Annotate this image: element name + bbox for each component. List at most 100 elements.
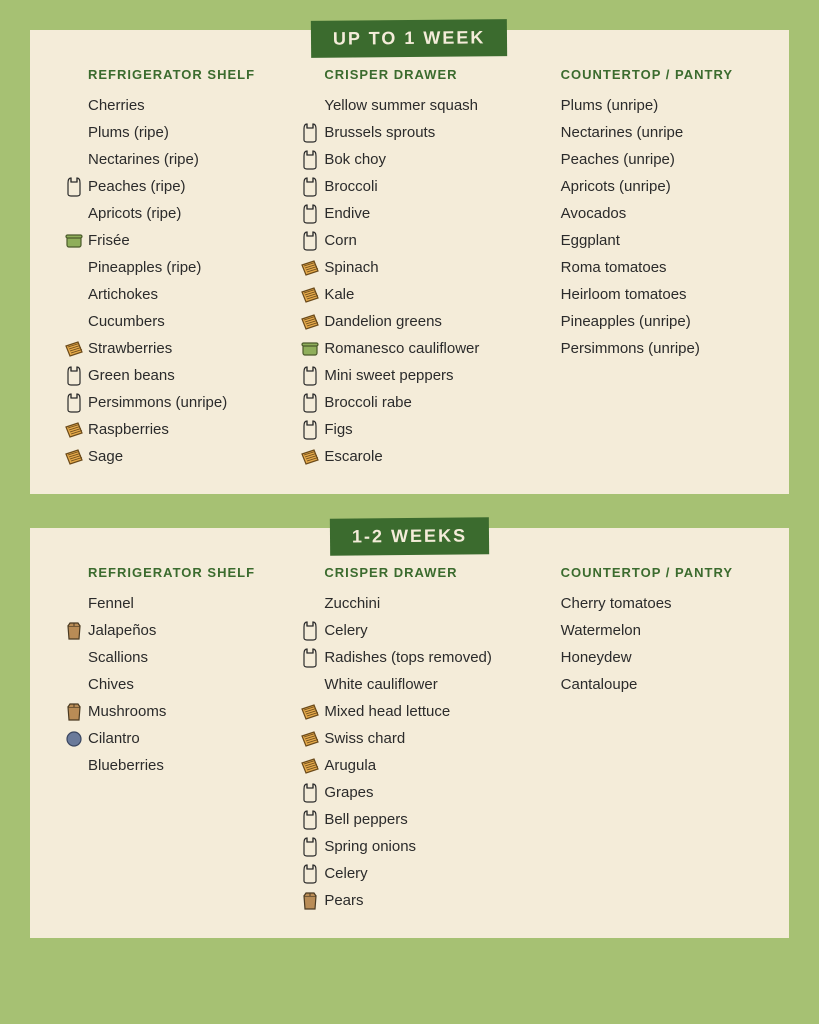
- icon-slot: [60, 177, 88, 197]
- item-label: Figs: [324, 421, 352, 438]
- item-label: Green beans: [88, 367, 175, 384]
- list-item: Strawberries: [60, 335, 286, 362]
- column: COUNTERTOP / PANTRYCherry tomatoesWaterm…: [533, 565, 759, 914]
- paper-bag-icon: [301, 891, 319, 911]
- icon-slot: [60, 702, 88, 722]
- icon-slot: [60, 393, 88, 413]
- list-item: Grapes: [296, 779, 522, 806]
- section-card: UP TO 1 WEEK REFRIGERATOR SHELFCherriesP…: [30, 30, 789, 494]
- icon-slot: [60, 421, 88, 439]
- column: REFRIGERATOR SHELFFennel JalapeñosScalli…: [60, 565, 286, 914]
- icon-slot: [60, 621, 88, 641]
- item-label: Broccoli rabe: [324, 394, 412, 411]
- list-item: Peaches (unripe): [533, 146, 759, 173]
- item-label: Corn: [324, 232, 357, 249]
- list-item: Frisée: [60, 227, 286, 254]
- item-label: Radishes (tops removed): [324, 649, 492, 666]
- item-label: Blueberries: [88, 757, 164, 774]
- list-item: Watermelon: [533, 617, 759, 644]
- list-item: Celery: [296, 860, 522, 887]
- item-label: Pineapples (ripe): [88, 259, 201, 276]
- section-title: 1-2 WEEKS: [330, 517, 489, 555]
- item-label: Artichokes: [88, 286, 158, 303]
- item-label: Pineapples (unripe): [561, 313, 691, 330]
- item-label: Plums (unripe): [561, 97, 659, 114]
- icon-slot: [296, 757, 324, 775]
- section-title: UP TO 1 WEEK: [311, 19, 508, 58]
- item-label: Spring onions: [324, 838, 416, 855]
- item-label: Fennel: [88, 595, 134, 612]
- list-item: Bell peppers: [296, 806, 522, 833]
- list-item: Bok choy: [296, 146, 522, 173]
- plastic-bag-icon: [301, 864, 319, 884]
- icon-slot: [296, 177, 324, 197]
- section-card: 1-2 WEEKS REFRIGERATOR SHELFFennel Jalap…: [30, 528, 789, 938]
- plastic-bag-icon: [65, 177, 83, 197]
- plastic-bag-icon: [65, 366, 83, 386]
- list-item: Raspberries: [60, 416, 286, 443]
- towel-wrap-icon: [300, 757, 320, 775]
- towel-wrap-icon: [64, 448, 84, 466]
- item-label: Scallions: [88, 649, 148, 666]
- item-label: Cantaloupe: [561, 676, 638, 693]
- towel-wrap-icon: [64, 421, 84, 439]
- list-item: Yellow summer squash: [296, 92, 522, 119]
- item-label: Cilantro: [88, 730, 140, 747]
- towel-wrap-icon: [64, 340, 84, 358]
- column-header: CRISPER DRAWER: [324, 565, 522, 580]
- list-item: Nectarines (ripe): [60, 146, 286, 173]
- icon-slot: [296, 393, 324, 413]
- list-item: Spring onions: [296, 833, 522, 860]
- item-label: Swiss chard: [324, 730, 405, 747]
- plastic-bag-icon: [301, 123, 319, 143]
- list-item: Sage: [60, 443, 286, 470]
- list-item: White cauliflower: [296, 671, 522, 698]
- item-label: Grapes: [324, 784, 373, 801]
- item-label: Jalapeños: [88, 622, 156, 639]
- container-icon: [64, 232, 84, 250]
- storage-guide: UP TO 1 WEEK REFRIGERATOR SHELFCherriesP…: [30, 30, 789, 938]
- plastic-bag-icon: [65, 393, 83, 413]
- list-item: Blueberries: [60, 752, 286, 779]
- icon-slot: [296, 837, 324, 857]
- item-label: Roma tomatoes: [561, 259, 667, 276]
- list-item: Spinach: [296, 254, 522, 281]
- item-label: Spinach: [324, 259, 378, 276]
- list-item: Brussels sprouts: [296, 119, 522, 146]
- list-item: Nectarines (unripe: [533, 119, 759, 146]
- towel-wrap-icon: [300, 703, 320, 721]
- list-item: Fennel: [60, 590, 286, 617]
- list-item: Cherry tomatoes: [533, 590, 759, 617]
- icon-slot: [60, 340, 88, 358]
- icon-slot: [60, 730, 88, 748]
- icon-slot: [296, 123, 324, 143]
- icon-slot: [296, 420, 324, 440]
- item-label: Arugula: [324, 757, 376, 774]
- list-item: Roma tomatoes: [533, 254, 759, 281]
- item-label: Mixed head lettuce: [324, 703, 450, 720]
- icon-slot: [296, 204, 324, 224]
- list-item: Eggplant: [533, 227, 759, 254]
- circle-icon: [65, 730, 83, 748]
- icon-slot: [296, 366, 324, 386]
- item-label: Bell peppers: [324, 811, 407, 828]
- list-item: Mushrooms: [60, 698, 286, 725]
- icon-slot: [296, 730, 324, 748]
- plastic-bag-icon: [301, 204, 319, 224]
- list-item: Heirloom tomatoes: [533, 281, 759, 308]
- list-item: Green beans: [60, 362, 286, 389]
- icon-slot: [60, 448, 88, 466]
- plastic-bag-icon: [301, 783, 319, 803]
- plastic-bag-icon: [301, 177, 319, 197]
- list-item: Persimmons (unripe): [60, 389, 286, 416]
- item-label: Sage: [88, 448, 123, 465]
- section-title-wrap: UP TO 1 WEEK: [60, 20, 759, 57]
- item-label: Honeydew: [561, 649, 632, 666]
- item-label: White cauliflower: [324, 676, 437, 693]
- icon-slot: [296, 313, 324, 331]
- list-item: Avocados: [533, 200, 759, 227]
- item-label: Yellow summer squash: [324, 97, 478, 114]
- plastic-bag-icon: [301, 837, 319, 857]
- list-item: Corn: [296, 227, 522, 254]
- list-item: Scallions: [60, 644, 286, 671]
